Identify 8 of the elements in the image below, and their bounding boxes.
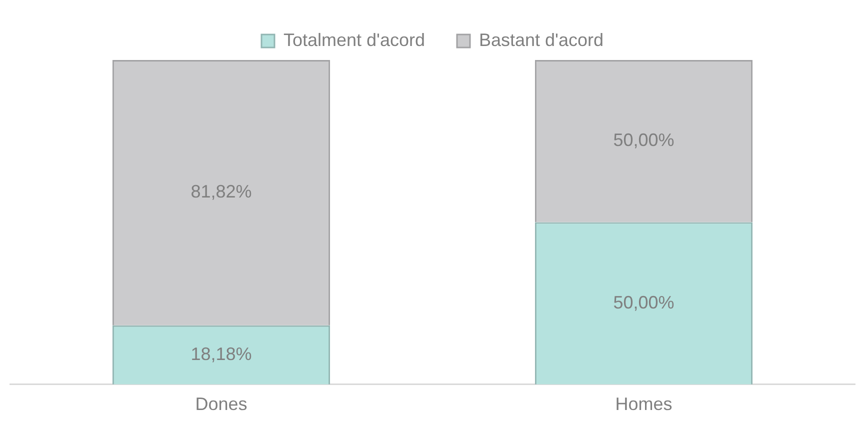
x-tick-label: Dones [195, 394, 248, 414]
data-label: 81,82% [190, 182, 252, 202]
legend-label: Totalment d'acord [283, 30, 425, 50]
data-label: 18,18% [190, 344, 252, 364]
legend-label: Bastant d'acord [479, 30, 604, 50]
data-label: 50,00% [613, 292, 674, 312]
data-label: 50,00% [613, 130, 674, 150]
x-tick-label: Homes [615, 394, 672, 414]
